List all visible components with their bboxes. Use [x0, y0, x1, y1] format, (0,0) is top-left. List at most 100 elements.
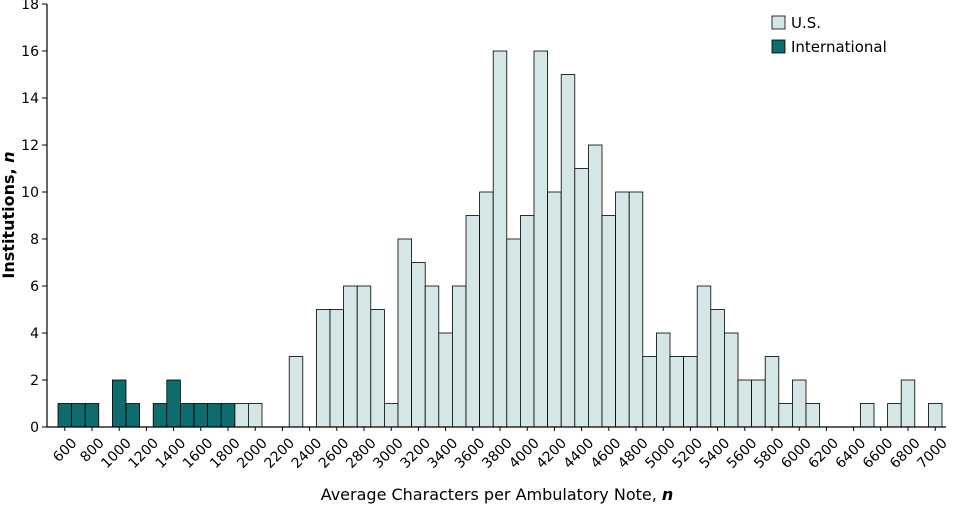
bar-us-3300: [424, 285, 440, 428]
y-tick-label-16: 16: [21, 44, 39, 60]
x-tick-label-1800: 1800: [207, 435, 244, 472]
x-tick-label-2200: 2200: [261, 435, 298, 472]
bar-us-3700: [479, 191, 494, 428]
y-tick-label-14: 14: [21, 91, 39, 107]
y-tick-label-18: 18: [21, 0, 39, 13]
bar-international-1300: [152, 403, 168, 428]
x-tick-label-3800: 3800: [479, 435, 516, 472]
bar-us-5900: [778, 403, 793, 428]
bar-us-5500: [724, 332, 739, 428]
bar-international-700: [71, 403, 86, 428]
y-tick-label-10: 10: [21, 185, 39, 201]
bar-us-6700: [887, 403, 902, 428]
x-tick-label-4200: 4200: [533, 435, 570, 472]
bar-us-4100: [533, 50, 549, 428]
y-tick-label-0: 0: [30, 420, 39, 436]
x-tick-label-5400: 5400: [697, 435, 734, 472]
legend-swatch-international: [771, 39, 786, 54]
x-tick-label-5600: 5600: [724, 435, 761, 472]
bar-us-3500: [451, 285, 467, 428]
x-axis-title-text: Average Characters per Ambulatory Note,: [321, 485, 662, 504]
bar-us-5300: [696, 285, 712, 428]
bar-us-4600: [601, 215, 617, 428]
bar-international-1500: [179, 403, 195, 428]
bar-us-5200: [683, 356, 698, 428]
bar-us-6100: [805, 403, 821, 428]
x-tick-label-3600: 3600: [452, 435, 489, 472]
bar-us-4400: [574, 168, 589, 428]
y-tick-label-12: 12: [21, 138, 39, 154]
bar-international-1100: [125, 403, 141, 428]
y-axis-ticks: 0 2 4 6 8 10 12 14 16 18: [21, 0, 47, 436]
x-tick-label-4600: 4600: [588, 435, 625, 472]
x-axis-title: Average Characters per Ambulatory Note, …: [321, 485, 674, 504]
y-tick-label-2: 2: [30, 373, 39, 389]
bar-us-5700: [751, 379, 766, 428]
x-tick-label-2600: 2600: [316, 435, 353, 472]
bar-international-600: [57, 403, 73, 428]
bar-us-3800: [492, 50, 508, 428]
y-axis-title-text: Institutions,: [0, 163, 18, 279]
bar-us-7000: [928, 403, 943, 428]
bar-international-1700: [207, 403, 222, 428]
x-tick-label-5200: 5200: [669, 435, 706, 472]
bar-us-3900: [506, 238, 521, 428]
bar-us-4500: [588, 144, 603, 428]
bar-us-2800: [356, 285, 372, 428]
bar-us-3000: [383, 403, 399, 428]
bar-us-2900: [370, 309, 385, 428]
legend-label-international: International: [791, 38, 887, 56]
bar-us-2500: [315, 309, 331, 428]
bar-us-3400: [438, 332, 453, 428]
bar-us-2700: [343, 285, 358, 428]
bar-us-4300: [560, 74, 576, 428]
bar-us-1900: [234, 403, 249, 428]
y-axis-title: Institutions, n: [0, 151, 18, 278]
x-tick-label-2400: 2400: [289, 435, 326, 472]
x-tick-label-6200: 6200: [805, 435, 842, 472]
x-tick-label-600: 600: [50, 435, 80, 465]
bar-us-3600: [465, 215, 481, 428]
x-tick-label-1600: 1600: [180, 435, 217, 472]
bar-us-5400: [710, 309, 725, 428]
x-tick-label-3400: 3400: [425, 435, 462, 472]
y-tick-label-4: 4: [30, 326, 39, 342]
x-tick-label-3200: 3200: [397, 435, 434, 472]
x-tick-label-7000: 7000: [914, 435, 951, 472]
bar-us-4800: [628, 191, 644, 428]
bar-us-5600: [737, 379, 753, 428]
bar-us-5800: [764, 356, 780, 428]
x-tick-label-6600: 6600: [860, 435, 897, 472]
bar-us-4900: [642, 356, 657, 428]
bar-us-4700: [615, 191, 630, 428]
bar-us-5100: [669, 356, 685, 428]
x-tick-label-4000: 4000: [506, 435, 543, 472]
x-tick-label-2000: 2000: [234, 435, 271, 472]
bar-international-800: [84, 403, 100, 428]
bar-us-3100: [397, 238, 413, 428]
bar-us-3200: [411, 262, 426, 428]
x-tick-label-5800: 5800: [751, 435, 788, 472]
x-tick-label-3000: 3000: [370, 435, 407, 472]
bar-international-1400: [166, 379, 181, 428]
legend-swatch-us: [771, 15, 786, 30]
bar-us-5000: [656, 332, 671, 428]
bar-us-4000: [520, 215, 535, 428]
bar-international-1800: [220, 403, 236, 428]
x-tick-label-1000: 1000: [98, 435, 135, 472]
bar-us-2300: [288, 356, 304, 428]
bars-group: [57, 50, 943, 428]
legend: U.S. International: [771, 14, 887, 56]
bar-us-2000: [247, 403, 263, 428]
x-axis-ticks: 6008001000120014001600180020002200240026…: [50, 427, 951, 472]
bar-us-6000: [792, 379, 807, 428]
x-tick-label-1200: 1200: [125, 435, 162, 472]
legend-label-us: U.S.: [791, 14, 821, 32]
x-tick-label-2800: 2800: [343, 435, 380, 472]
y-axis-title-variable: n: [0, 151, 18, 162]
x-tick-label-4400: 4400: [561, 435, 598, 472]
x-tick-label-1400: 1400: [153, 435, 190, 472]
bar-us-2600: [329, 309, 345, 428]
bar-us-6500: [860, 403, 875, 428]
